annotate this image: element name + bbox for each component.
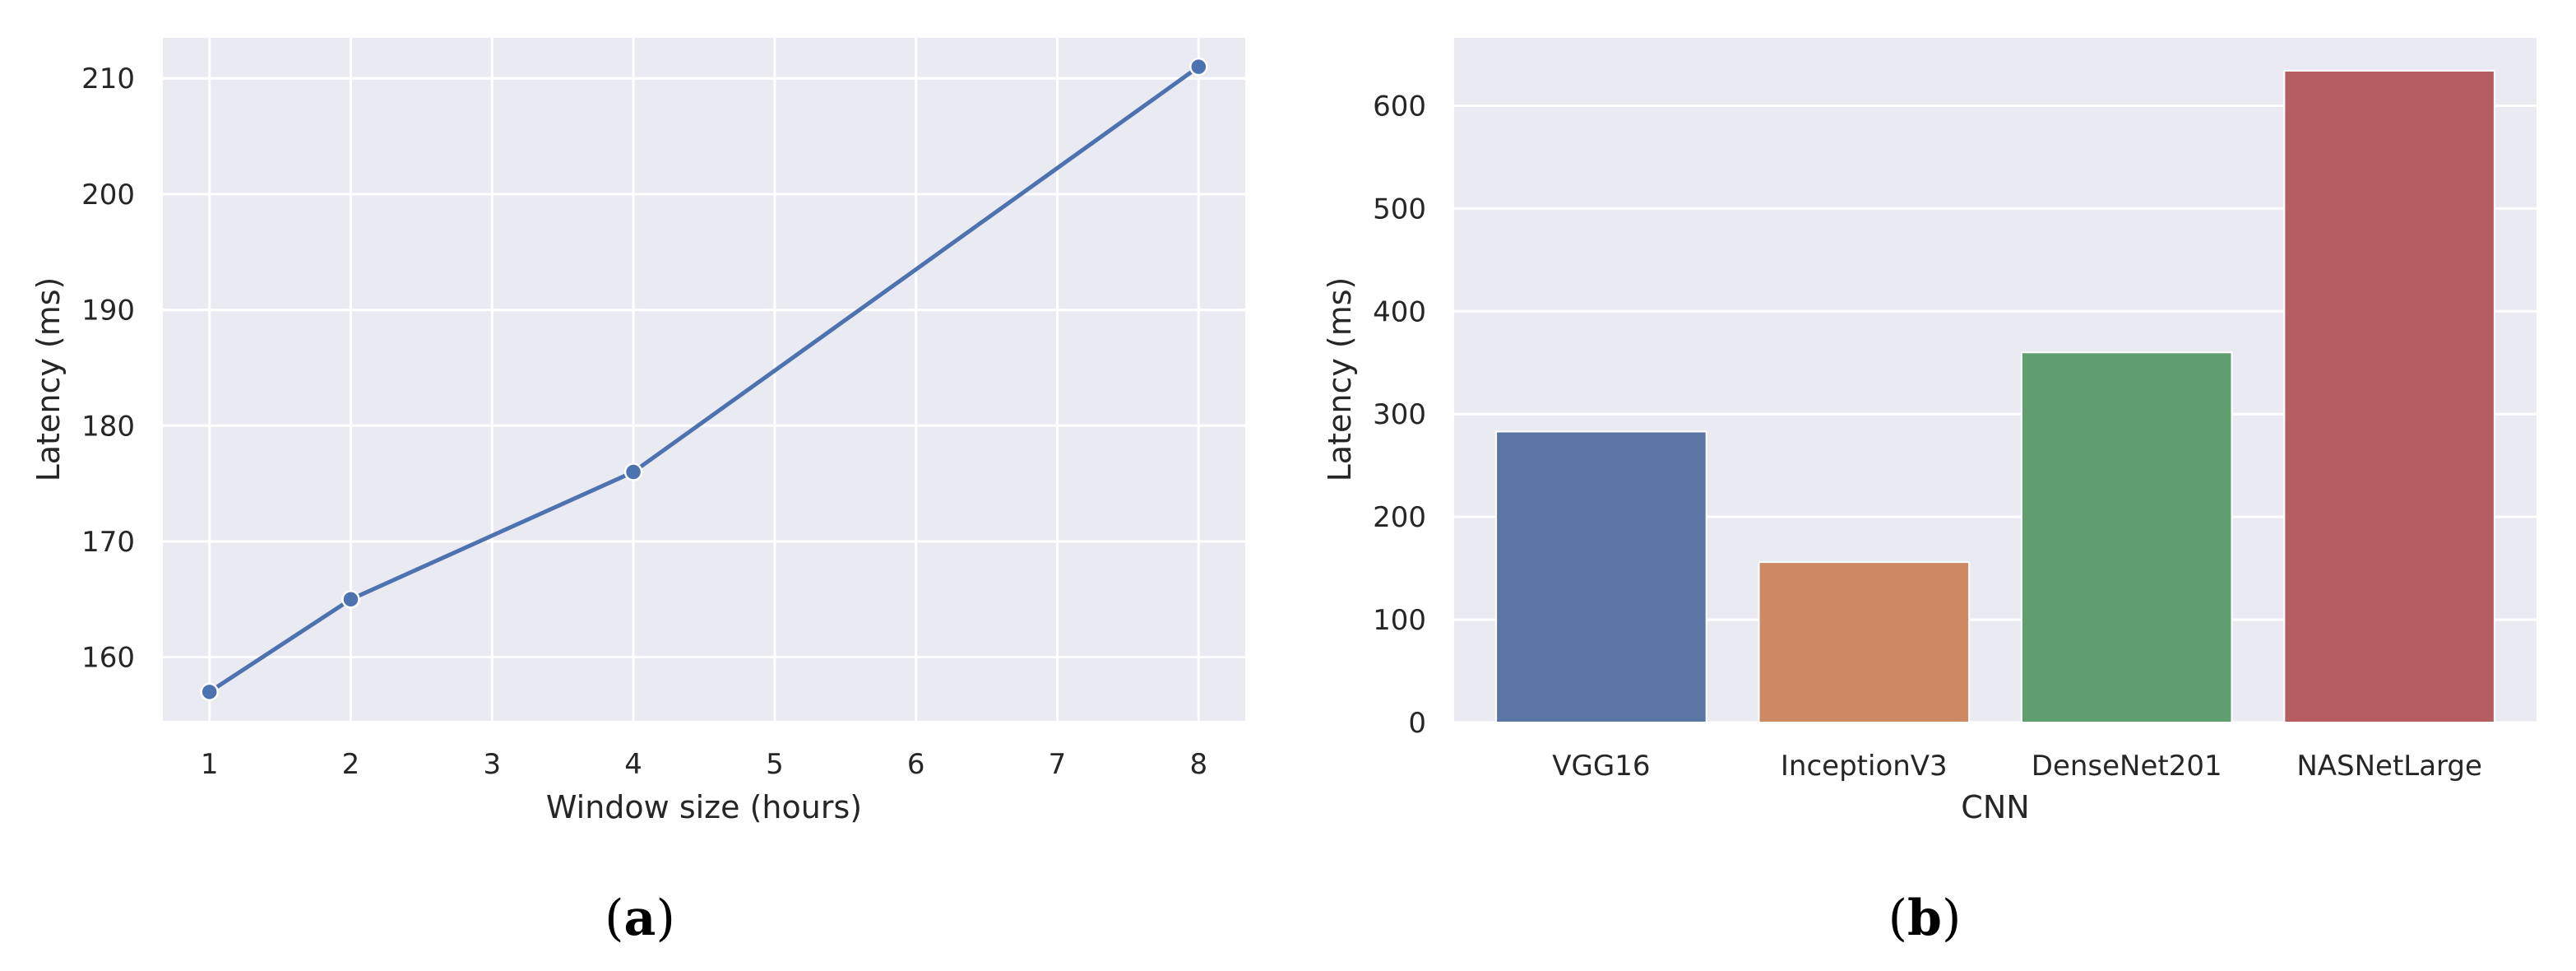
line-x-tick-label: 7 (1049, 748, 1067, 781)
panel-label-a: (a) (605, 890, 675, 947)
bar-y-tick-label: 0 (1408, 707, 1426, 740)
bars (1495, 69, 2495, 724)
line-y-tick-label: 180 (81, 410, 135, 443)
line-point-2 (341, 590, 360, 609)
bar-nasnetlarge (2283, 69, 2495, 724)
line-y-tick-label: 200 (81, 179, 135, 211)
line-y-tick-label: 160 (81, 642, 135, 675)
line-x-axis-label: Window size (hours) (546, 789, 862, 825)
bar-x-tick-label: DenseNet201 (2032, 750, 2222, 783)
line-y-tick-label: 170 (81, 526, 135, 559)
bar-inceptionv3 (1758, 561, 1971, 724)
bar-y-tick-label: 300 (1373, 398, 1426, 431)
line-x-tick-label: 8 (1189, 748, 1207, 781)
bar-y-tick-label: 400 (1373, 295, 1426, 328)
bar-x-tick-label: InceptionV3 (1781, 750, 1948, 783)
bar-x-ticks: VGG16 InceptionV3 DenseNet201 NASNetLarge (1552, 750, 2482, 783)
bar-chart-panel: 0 100 200 300 400 500 600 VGG16 InceptionV3 Dens… (1322, 38, 2537, 947)
bar-y-tick-label: 600 (1373, 90, 1426, 123)
line-x-tick-label: 1 (201, 748, 219, 781)
line-y-ticks: 160 170 180 190 200 210 (81, 63, 135, 674)
bar-y-tick-label: 200 (1373, 501, 1426, 534)
line-x-tick-label: 4 (624, 748, 642, 781)
panel-label-b: (b) (1888, 890, 1962, 947)
line-point-1 (200, 682, 219, 702)
line-gridlines (163, 38, 1245, 721)
line-chart-panel: 160 170 180 190 200 210 1 2 3 4 5 6 7 8 Window size … (30, 38, 1245, 947)
line-y-tick-label: 210 (81, 63, 135, 95)
line-x-tick-label: 6 (907, 748, 925, 781)
bar-y-tick-label: 100 (1373, 604, 1426, 637)
latency-line (208, 65, 1200, 694)
bar-y-ticks: 0 100 200 300 400 500 600 (1373, 90, 1426, 740)
line-points (200, 57, 1208, 702)
line-x-ticks: 1 2 3 4 5 6 7 8 (201, 748, 1207, 781)
bar-x-tick-label: NASNetLarge (2296, 750, 2482, 783)
line-x-tick-label: 2 (342, 748, 360, 781)
line-x-tick-label: 5 (766, 748, 784, 781)
bar-x-tick-label: VGG16 (1552, 750, 1650, 783)
line-y-axis-label: Latency (ms) (30, 277, 67, 482)
line-y-tick-label: 190 (81, 295, 135, 328)
bar-densenet201 (2020, 351, 2233, 723)
bar-vgg16 (1495, 430, 1707, 723)
bar-y-tick-label: 500 (1373, 193, 1426, 225)
line-plot-area (163, 38, 1245, 721)
line-x-tick-label: 3 (483, 748, 501, 781)
line-point-4 (623, 462, 643, 481)
line-point-8 (1189, 57, 1208, 77)
bar-x-axis-label: CNN (1961, 789, 2029, 825)
bar-y-axis-label: Latency (ms) (1322, 277, 1358, 482)
